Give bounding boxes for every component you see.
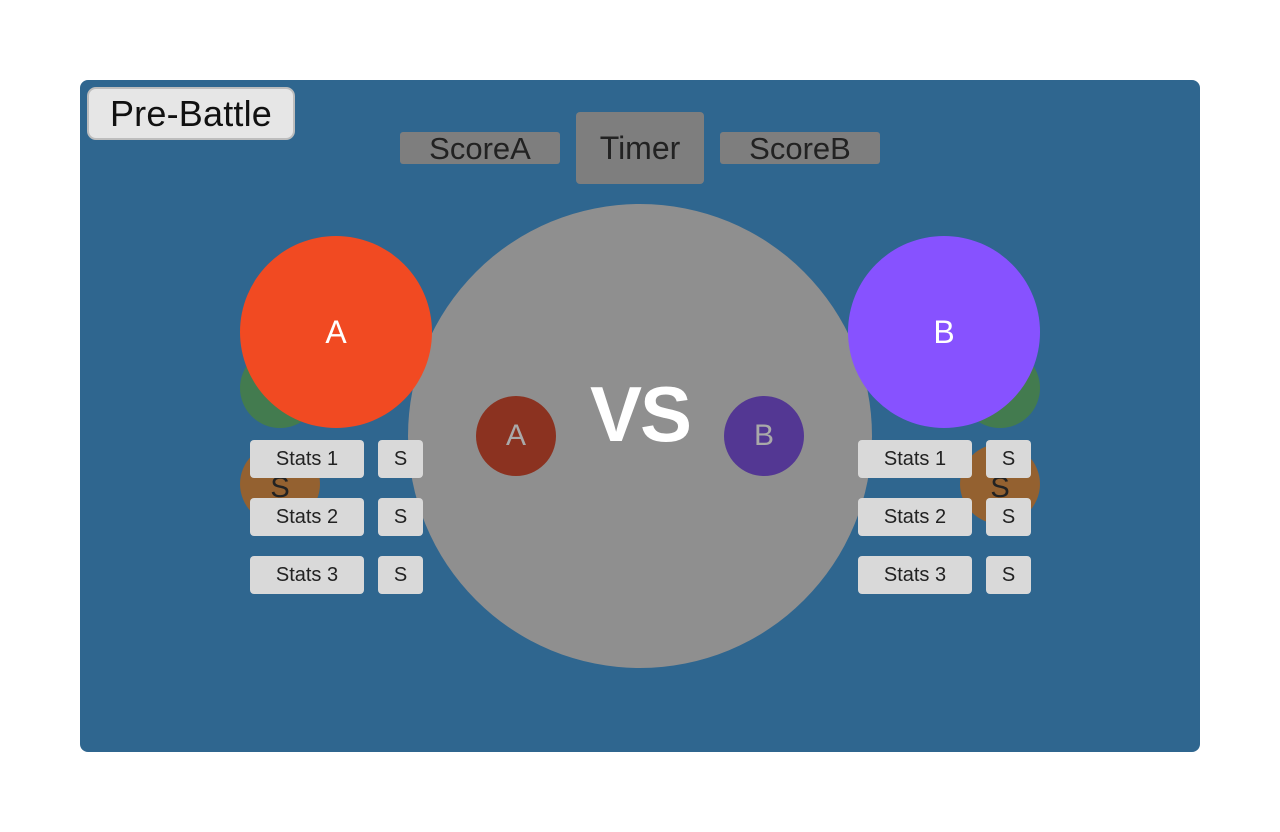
player-b-avatar[interactable]: B [848, 236, 1040, 428]
arena-player-a[interactable]: A [476, 396, 556, 476]
player-a-stat-3-button[interactable]: Stats 3 [250, 556, 364, 594]
vs-label: VS [589, 370, 692, 458]
battle-stage: Pre-Battle ScoreA Timer ScoreB S S A VS … [80, 80, 1200, 752]
player-b-stat-3-button[interactable]: Stats 3 [858, 556, 972, 594]
player-a-stat-2-score-button[interactable]: S [378, 498, 423, 536]
player-a-avatar[interactable]: A [240, 236, 432, 428]
player-a-stat-3-score-button[interactable]: S [378, 556, 423, 594]
score-b: ScoreB [720, 132, 880, 165]
arena-player-b[interactable]: B [724, 396, 804, 476]
player-a-stat-2-button[interactable]: Stats 2 [250, 498, 364, 536]
phase-label: Pre-Battle [87, 87, 295, 140]
player-a-stat-1-score-button[interactable]: S [378, 440, 423, 478]
player-b-stat-1-score-button[interactable]: S [986, 440, 1031, 478]
score-a: ScoreA [400, 132, 560, 165]
player-b-stat-1-button[interactable]: Stats 1 [858, 440, 972, 478]
player-b-stat-2-score-button[interactable]: S [986, 498, 1031, 536]
player-b-stat-3-score-button[interactable]: S [986, 556, 1031, 594]
player-b-stat-2-button[interactable]: Stats 2 [858, 498, 972, 536]
player-a-stat-1-button[interactable]: Stats 1 [250, 440, 364, 478]
timer: Timer [576, 112, 704, 184]
